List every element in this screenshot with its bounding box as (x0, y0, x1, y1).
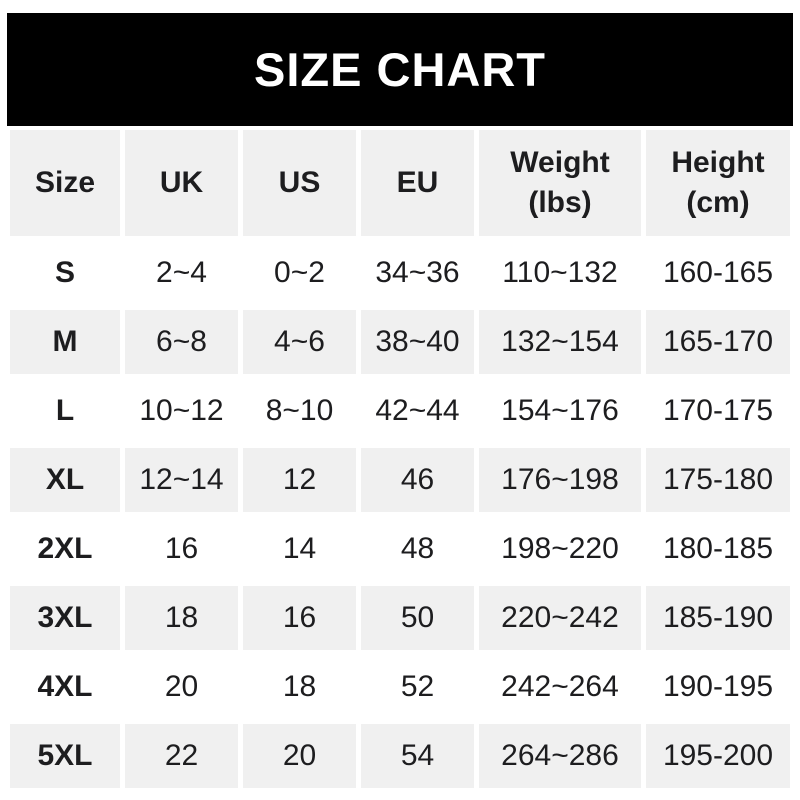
cell-s-eu: 34~36 (375, 255, 460, 289)
cell-5xl-uk: 22 (125, 724, 238, 788)
header-sublabel: (cm) (686, 186, 750, 219)
cell-m-us: 4~6 (243, 310, 356, 374)
cell-2xl-us: 14 (282, 531, 317, 565)
cell-xl-eu: 46 (361, 448, 474, 512)
header-cell-uk: UK (125, 130, 238, 236)
cell-4xl-size: 4XL (37, 669, 93, 703)
cell-4xl-us: 18 (282, 669, 317, 703)
cell-l-eu: 42~44 (375, 393, 460, 427)
cell-s-size: S (54, 255, 75, 289)
cell-5xl-height: 195-200 (646, 724, 790, 788)
cell-l-weight: 154~176 (501, 393, 619, 427)
cell-3xl-size: 3XL (10, 586, 120, 650)
cell-4xl-height: 190-195 (662, 669, 774, 703)
cell-s-us: 0~2 (274, 255, 325, 289)
cell-3xl-us: 16 (243, 586, 356, 650)
cell-2xl-eu: 48 (400, 531, 435, 565)
header-label: Weight (510, 145, 610, 179)
cell-5xl-eu: 54 (361, 724, 474, 788)
cell-xl-us: 12 (243, 448, 356, 512)
cell-m-size: M (10, 310, 120, 374)
cell-xl-size: XL (10, 448, 120, 512)
cell-s-weight: 110~132 (502, 255, 618, 289)
cell-xl-weight: 176~198 (479, 448, 641, 512)
size-chart-banner: SIZE CHART (7, 13, 793, 126)
cell-m-uk: 6~8 (125, 310, 238, 374)
cell-5xl-us: 20 (243, 724, 356, 788)
cell-4xl-weight: 242~264 (501, 669, 619, 703)
cell-3xl-weight: 220~242 (479, 586, 641, 650)
cell-m-weight: 132~154 (479, 310, 641, 374)
header-cell-weight: Weight (lbs) (479, 130, 641, 236)
cell-xl-height: 175-180 (646, 448, 790, 512)
header-cell-us: US (243, 130, 356, 236)
cell-s-height: 160-165 (662, 255, 774, 289)
size-chart-table: Size UK US EU Weight (lbs) Height (cm) S… (10, 130, 790, 788)
cell-m-eu: 38~40 (361, 310, 474, 374)
cell-l-size: L (55, 393, 75, 427)
cell-2xl-uk: 16 (164, 531, 199, 565)
header-label: US (278, 165, 321, 199)
cell-l-height: 170-175 (662, 393, 774, 427)
cell-5xl-size: 5XL (10, 724, 120, 788)
header-label: Height (671, 145, 765, 179)
header-label: EU (396, 165, 439, 199)
cell-3xl-uk: 18 (125, 586, 238, 650)
cell-3xl-height: 185-190 (646, 586, 790, 650)
cell-4xl-eu: 52 (400, 669, 435, 703)
header-sublabel: (lbs) (528, 186, 592, 219)
cell-2xl-size: 2XL (37, 531, 93, 565)
cell-l-us: 8~10 (265, 393, 334, 427)
cell-4xl-uk: 20 (164, 669, 199, 703)
header-cell-eu: EU (361, 130, 474, 236)
page-title: SIZE CHART (254, 43, 546, 96)
cell-3xl-eu: 50 (361, 586, 474, 650)
cell-l-uk: 10~12 (139, 393, 224, 427)
header-cell-size: Size (10, 130, 120, 236)
cell-xl-uk: 12~14 (125, 448, 238, 512)
cell-m-height: 165-170 (646, 310, 790, 374)
cell-5xl-weight: 264~286 (479, 724, 641, 788)
cell-2xl-height: 180-185 (662, 531, 774, 565)
cell-s-uk: 2~4 (156, 255, 207, 289)
header-label: Size (34, 165, 96, 199)
header-cell-height: Height (cm) (646, 130, 790, 236)
cell-2xl-weight: 198~220 (501, 531, 619, 565)
header-label: UK (159, 165, 204, 199)
